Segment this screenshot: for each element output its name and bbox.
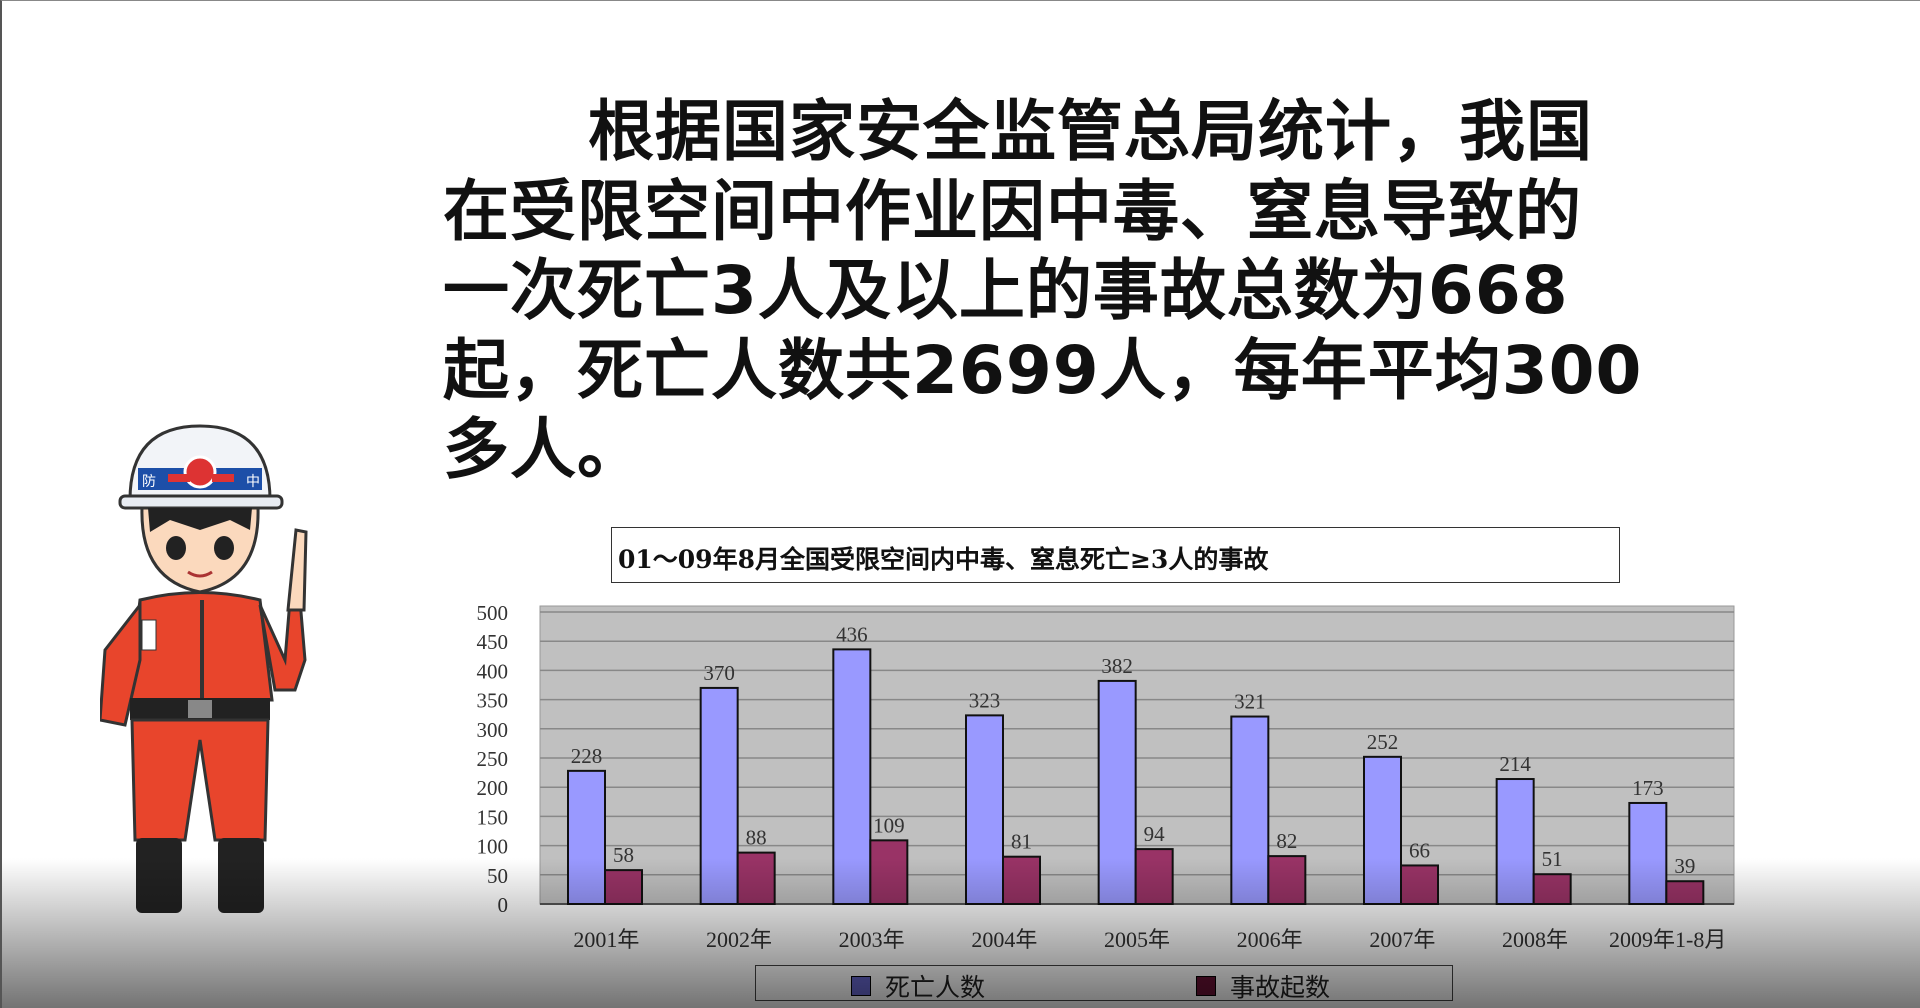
bar-deaths — [567, 769, 606, 906]
bar-deaths — [965, 714, 1004, 905]
data-label: 228 — [571, 744, 603, 768]
data-label: 436 — [836, 622, 868, 646]
y-tick-label: 50 — [487, 864, 508, 888]
x-tick-label: 2006年 — [1237, 927, 1303, 952]
bar-accidents — [1532, 873, 1572, 906]
x-tick-label: 2003年 — [839, 927, 905, 952]
data-label: 323 — [969, 688, 1001, 712]
chart-legend: 死亡人数 事故起数 — [755, 965, 1453, 1004]
data-label: 66 — [1409, 838, 1430, 862]
helmet-text-left: 防 — [142, 474, 156, 490]
bar-deaths — [832, 648, 872, 905]
data-label: 214 — [1499, 752, 1531, 776]
paragraph-line: 一次死亡3人及以上的事故总数为668 — [443, 252, 1569, 329]
paragraph-line: 根据国家安全监管总局统计，我国 — [588, 93, 1593, 170]
paragraph-line: 在受限空间中作业因中毒、窒息导致的 — [443, 172, 1582, 250]
bar-deaths — [699, 686, 739, 905]
data-label: 82 — [1276, 829, 1297, 853]
data-label: 94 — [1144, 822, 1166, 846]
legend-item-accidents: 事故起数 — [1196, 968, 1330, 1004]
legend-swatch-deaths — [851, 976, 871, 996]
y-tick-label: 500 — [477, 601, 509, 625]
data-label: 109 — [873, 813, 905, 837]
x-tick-label: 2001年 — [573, 927, 639, 952]
y-tick-label: 150 — [477, 805, 509, 829]
helmet-text-right: 中 — [246, 474, 260, 490]
x-tick-label: 2007年 — [1369, 927, 1435, 952]
legend-label: 事故起数 — [1230, 973, 1331, 1002]
legend-swatch-accidents — [1196, 976, 1216, 996]
bar-accidents — [1400, 864, 1439, 905]
bar-accidents — [604, 869, 643, 905]
x-tick-label: 2008年 — [1502, 927, 1568, 952]
data-label: 321 — [1234, 690, 1266, 714]
bar-accidents — [1267, 855, 1307, 905]
bar-deaths — [1628, 801, 1668, 906]
data-label: 58 — [613, 843, 634, 867]
bar-deaths — [1495, 778, 1535, 905]
data-label: 88 — [746, 826, 767, 850]
paragraph-line: 起，死亡人数共2699人，每年平均300 — [443, 331, 1643, 409]
y-tick-label: 100 — [477, 835, 509, 859]
data-label: 382 — [1101, 654, 1133, 678]
legend-label: 死亡人数 — [885, 973, 986, 1002]
y-tick-label: 350 — [477, 689, 509, 713]
y-tick-label: 300 — [477, 718, 509, 742]
bar-deaths — [1363, 755, 1402, 905]
y-tick-label: 400 — [477, 659, 509, 683]
firefighter-cartoon: 防 中 — [100, 424, 308, 913]
y-tick-label: 250 — [477, 747, 509, 771]
data-label: 173 — [1632, 776, 1664, 800]
bar-deaths — [1097, 679, 1137, 905]
chart-title: 01～09年8月全国受限空间内中毒、窒息死亡≥3人的事故 — [611, 527, 1620, 583]
bar-deaths — [1230, 715, 1270, 906]
bar-accidents — [1002, 855, 1041, 905]
y-tick-label: 200 — [477, 776, 509, 800]
paragraph-line: 多人。 — [443, 411, 644, 488]
y-tick-label: 0 — [498, 893, 509, 917]
bar-accidents — [869, 839, 909, 905]
x-tick-label: 2004年 — [971, 927, 1037, 952]
statistics-paragraph: 根据国家安全监管总局统计，我国 在受限空间中作业因中毒、窒息导致的 一次死亡3人… — [443, 92, 1723, 490]
legend-item-deaths: 死亡人数 — [851, 968, 985, 1004]
data-label: 252 — [1367, 730, 1399, 754]
data-label: 39 — [1674, 854, 1695, 878]
x-tick-label: 2002年 — [706, 927, 772, 952]
bar-accidents — [1665, 880, 1705, 905]
x-tick-label: 2009年1-8月 — [1609, 927, 1726, 952]
bar-accidents — [1134, 848, 1174, 906]
bar-accidents — [736, 851, 776, 905]
data-label: 51 — [1542, 847, 1563, 871]
data-label: 370 — [703, 661, 735, 685]
y-tick-label: 450 — [477, 630, 509, 654]
x-tick-label: 2005年 — [1104, 927, 1170, 952]
data-label: 81 — [1011, 830, 1032, 854]
